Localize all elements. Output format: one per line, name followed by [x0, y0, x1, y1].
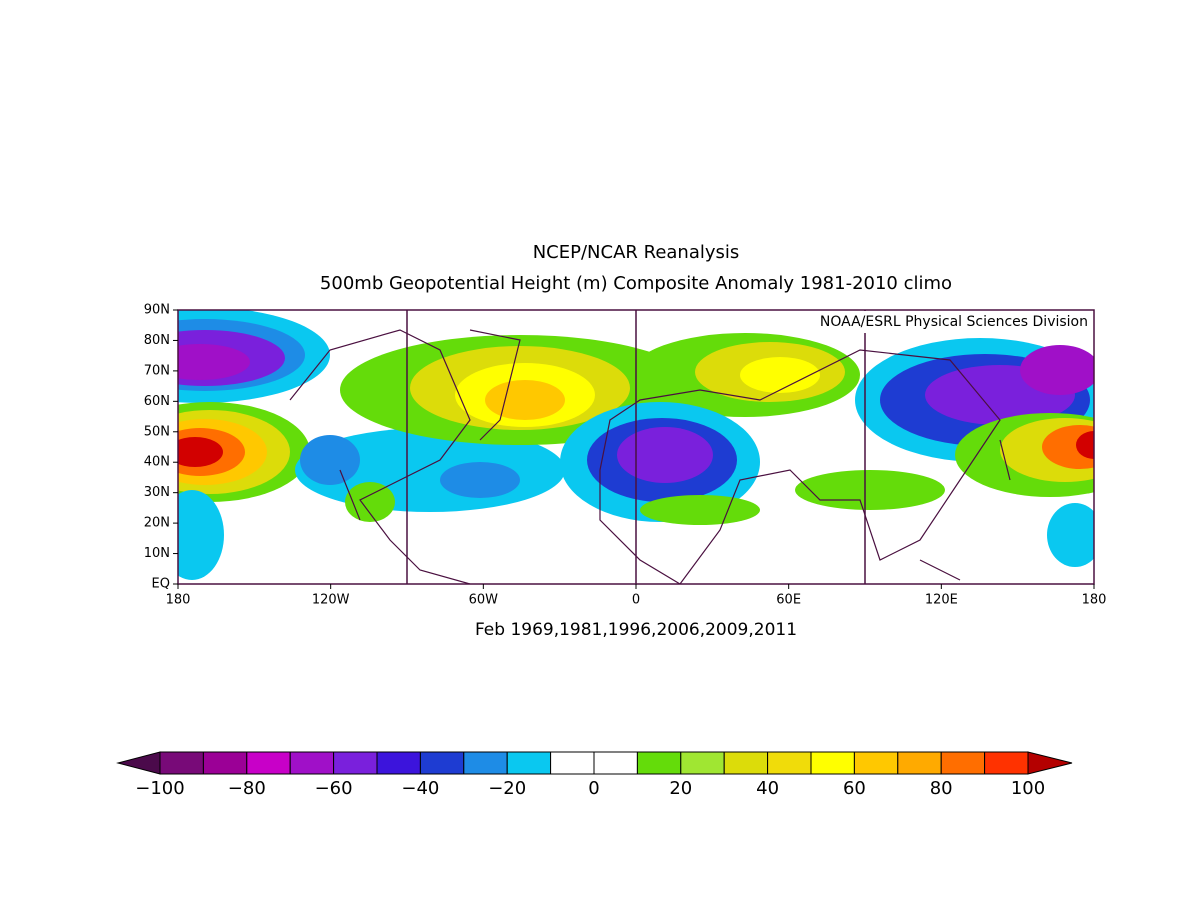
colorbar-bin: [289, 751, 335, 775]
credit: NOAA/ESRL Physical Sciences Division: [820, 314, 1088, 330]
colorbar-label: 0: [588, 778, 599, 799]
colorbar-bin: [810, 751, 855, 775]
colorbar-bin: [202, 751, 248, 775]
lon-label: 120E: [925, 593, 958, 608]
colorbar-bin: [984, 751, 1029, 775]
lon-label: 120W: [312, 593, 350, 608]
colorbar-bin: [376, 751, 421, 775]
colorbar-bin: [333, 751, 378, 775]
lat-label: 80N: [144, 333, 170, 348]
lat-label: 60N: [144, 394, 170, 409]
colorbar-bin: [636, 751, 682, 775]
colorbar-bin: [593, 751, 638, 775]
colorbar-bin: [506, 751, 552, 775]
colorbar-label: −60: [315, 778, 353, 799]
credit-box: [755, 311, 1093, 333]
colorbar: −100 −80 −60 −40 −20 0 20 40 60 80 100: [116, 751, 1073, 799]
lat-label: 50N: [144, 424, 170, 439]
colorbar-bin: [246, 751, 291, 775]
lat-label: 10N: [144, 546, 170, 561]
colorbar-label: 20: [669, 778, 692, 799]
lat-label: 90N: [144, 303, 170, 318]
lon-label: 60W: [469, 593, 499, 608]
subtitle: 500mb Geopotential Height (m) Composite …: [320, 273, 952, 294]
colorbar-bin: [680, 751, 725, 775]
colorbar-bin: [159, 751, 204, 775]
lat-label: 30N: [144, 485, 170, 500]
title: NCEP/NCAR Reanalysis: [533, 242, 740, 263]
colorbar-label: 80: [930, 778, 953, 799]
lat-label: 40N: [144, 455, 170, 470]
colorbar-label: −80: [228, 778, 266, 799]
lat-label: 20N: [144, 516, 170, 531]
colorbar-label: −40: [401, 778, 439, 799]
axes: EQ 10N 20N 30N 40N 50N 60N 70N 80N 90N 180 120W 60W 0…: [144, 303, 1107, 608]
colorbar-label: 100: [1011, 778, 1045, 799]
colorbar-bin: [723, 751, 769, 775]
colorbar-bin: [463, 751, 508, 775]
lon-label: 180: [166, 593, 191, 608]
lon-label: 60E: [776, 593, 801, 608]
lat-label: EQ: [152, 577, 170, 592]
colorbar-label: 40: [756, 778, 779, 799]
colorbar-bin: [419, 751, 465, 775]
colorbar-bin: [550, 751, 595, 775]
colorbar-bin: [897, 751, 942, 775]
coastlines: [289, 329, 1011, 584]
lat-label: 70N: [144, 363, 170, 378]
colorbar-bin: [767, 751, 812, 775]
colorbar-low: [116, 751, 161, 775]
lon-label: 0: [632, 593, 640, 608]
caption: Feb 1969,1981,1996,2006,2009,2011: [475, 620, 797, 640]
colorbar-high: [1027, 751, 1073, 775]
colorbar-label: −100: [135, 778, 184, 799]
colorbar-label: −20: [488, 778, 526, 799]
colorbar-label: 60: [843, 778, 866, 799]
lon-label: 180: [1082, 593, 1107, 608]
colorbar-bin: [853, 751, 899, 775]
colorbar-bin: [940, 751, 986, 775]
